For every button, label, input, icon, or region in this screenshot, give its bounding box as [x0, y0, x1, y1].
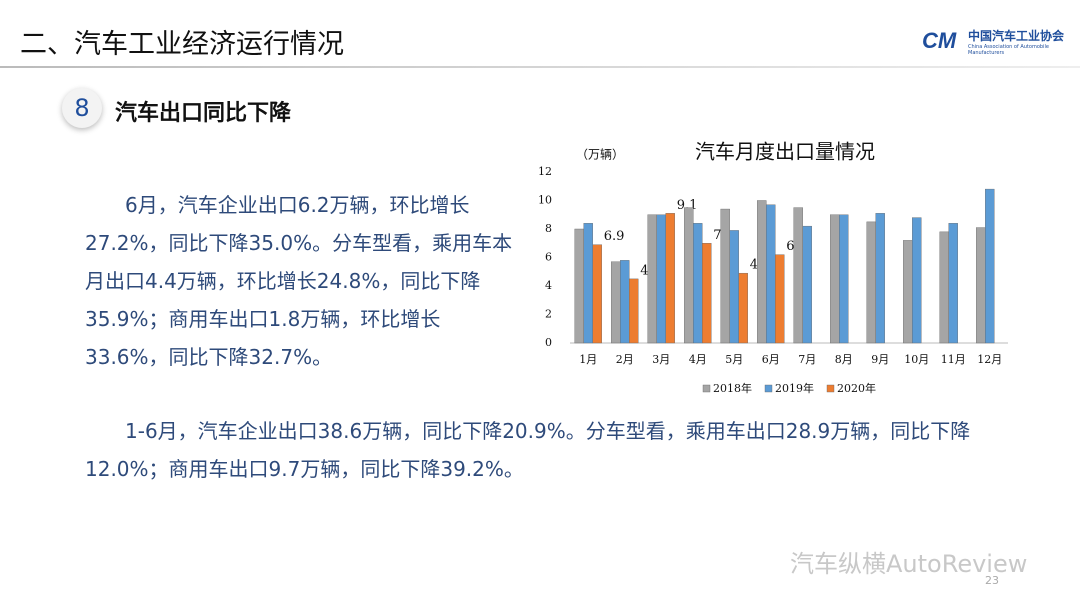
bar: [939, 231, 949, 344]
bar: [903, 240, 913, 344]
bar: [976, 227, 986, 344]
legend-label: 2019年: [775, 381, 814, 395]
bar: [574, 228, 584, 344]
bar: [912, 217, 922, 344]
x-tick-label: 1月: [579, 353, 597, 366]
x-tick-label: 5月: [725, 353, 743, 366]
bar: [629, 278, 639, 344]
bar: [665, 213, 675, 344]
bar: [583, 223, 593, 344]
data-label: 7: [713, 228, 721, 243]
x-tick-label: 4月: [689, 353, 707, 366]
bar: [729, 230, 739, 344]
bar: [866, 221, 876, 344]
bar: [693, 223, 703, 344]
bar: [948, 223, 958, 344]
section-heading: 汽车出口同比下降: [115, 101, 292, 126]
y-tick-label: 2: [545, 308, 552, 321]
y-tick-label: 0: [545, 336, 552, 349]
y-tick-label: 8: [545, 222, 552, 235]
data-label: 6.9: [604, 229, 625, 244]
bar: [830, 214, 840, 344]
bar: [775, 254, 785, 344]
chart-title: 汽车月度出口量情况: [695, 140, 875, 164]
bar: [793, 207, 803, 344]
y-tick-label: 4: [545, 279, 552, 292]
bar: [985, 188, 995, 344]
bar: [802, 225, 812, 344]
watermark: 汽车纵横AutoReview: [790, 550, 1028, 578]
logo-mark: CM: [922, 28, 957, 53]
bar: [592, 244, 602, 344]
bar: [684, 207, 694, 344]
legend-swatch: [764, 384, 773, 393]
slide-title: 二、汽车工业经济运行情况: [20, 29, 344, 60]
bar: [620, 260, 630, 344]
bar: [757, 200, 767, 344]
section-number: 8: [62, 88, 102, 128]
bar: [656, 214, 666, 344]
y-tick-label: 6: [545, 251, 552, 264]
bar: [766, 204, 776, 344]
x-tick-label: 6月: [762, 353, 780, 366]
legend-label: 2018年: [713, 381, 752, 395]
bar: [702, 243, 712, 344]
bar: [611, 261, 621, 344]
x-tick-label: 8月: [835, 353, 853, 366]
x-tick-label: 2月: [616, 353, 634, 366]
x-tick-label: 12月: [977, 353, 1002, 366]
x-tick-label: 3月: [652, 353, 670, 366]
bar: [875, 213, 885, 344]
y-axis-label: （万辆）: [576, 148, 624, 162]
divider: [0, 66, 1080, 68]
x-tick-label: 10月: [904, 353, 929, 366]
page-number: 23: [985, 574, 999, 587]
x-tick-label: 7月: [798, 353, 816, 366]
bar: [839, 214, 849, 344]
legend-swatch: [702, 384, 711, 393]
logo-english: China Association of Automobile Manufact…: [968, 44, 1049, 56]
y-tick-label: 12: [538, 165, 552, 178]
bar: [738, 272, 748, 344]
y-tick-label: 10: [538, 194, 552, 207]
legend-swatch: [826, 384, 835, 393]
bar: [720, 208, 730, 344]
x-tick-label: 9月: [871, 353, 889, 366]
logo-name: 中国汽车工业协会: [968, 29, 1065, 43]
legend-label: 2020年: [837, 381, 876, 395]
bar: [647, 214, 657, 344]
paragraph: 1-6月，汽车企业出口38.6万辆，同比下降20.9%。分车型看，乘用车出口28…: [85, 419, 971, 481]
x-tick-label: 11月: [941, 353, 966, 366]
paragraph: 6月，汽车企业出口6.2万辆，环比增长27.2%，同比下降35.0%。分车型看，…: [85, 193, 513, 369]
